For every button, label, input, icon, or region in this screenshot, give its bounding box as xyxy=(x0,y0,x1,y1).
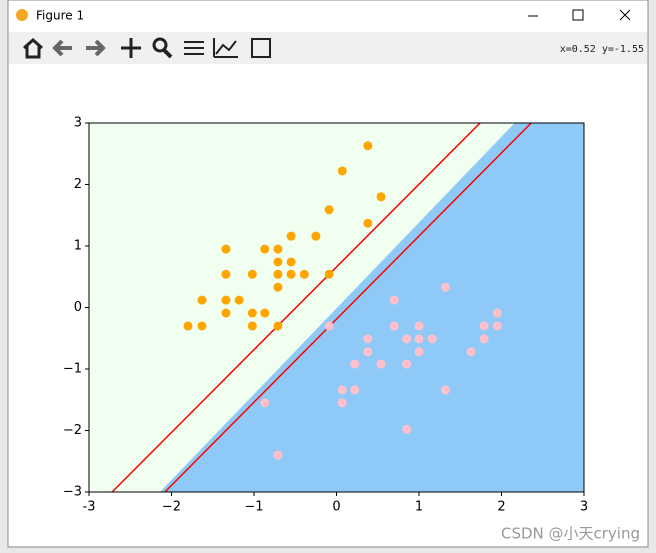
point xyxy=(466,347,476,357)
point xyxy=(337,385,347,395)
point xyxy=(273,269,283,279)
x-tick-label: −1 xyxy=(244,500,263,515)
x-tick-label: 3 xyxy=(580,500,588,515)
edit-button[interactable] xyxy=(213,38,238,58)
point xyxy=(492,308,502,318)
point xyxy=(402,424,412,434)
y-tick-label: 1 xyxy=(74,239,82,254)
zoom-button[interactable] xyxy=(152,37,168,53)
point xyxy=(247,321,257,331)
point xyxy=(440,385,450,395)
point xyxy=(427,334,437,344)
x-tick-label: -3 xyxy=(83,500,96,515)
point xyxy=(350,359,360,369)
pan-button[interactable] xyxy=(121,38,141,58)
point xyxy=(402,359,412,369)
y-tick-label: 2 xyxy=(74,177,82,192)
point xyxy=(414,334,424,344)
point xyxy=(337,398,347,408)
point xyxy=(324,269,334,279)
forward-button[interactable] xyxy=(86,39,106,57)
point xyxy=(221,269,231,279)
save-button[interactable] xyxy=(251,38,271,58)
x-tick-label: −2 xyxy=(162,500,181,515)
chart: -3 −2 −1 0 1 2 3 −3 −2 −1 0 1 2 3 xyxy=(63,116,588,515)
point xyxy=(273,321,283,331)
point xyxy=(376,192,386,202)
point xyxy=(273,244,283,254)
point xyxy=(324,321,334,331)
y-tick-label: −2 xyxy=(63,423,82,438)
point xyxy=(389,321,399,331)
point xyxy=(376,359,386,369)
x-tick-label: 2 xyxy=(497,500,505,515)
point xyxy=(350,385,360,395)
toolbar xyxy=(9,32,647,64)
point xyxy=(363,218,373,228)
maximize-button[interactable] xyxy=(572,9,584,21)
cursor-status: x=0.52 y=-1.55 xyxy=(560,44,644,55)
close-button[interactable] xyxy=(619,9,631,21)
point xyxy=(311,231,321,241)
point xyxy=(197,321,207,331)
point xyxy=(479,334,489,344)
point xyxy=(183,321,193,331)
margin-line xyxy=(111,123,481,492)
point xyxy=(273,450,283,460)
point xyxy=(363,141,373,151)
point xyxy=(221,295,231,305)
point xyxy=(440,282,450,292)
point xyxy=(260,398,270,408)
x-tick-label: 0 xyxy=(332,500,340,515)
point xyxy=(286,231,296,241)
back-button[interactable] xyxy=(52,39,72,57)
home-button[interactable] xyxy=(23,37,43,59)
point xyxy=(414,347,424,357)
margin-line xyxy=(164,123,532,492)
point xyxy=(479,321,489,331)
point xyxy=(414,321,424,331)
point xyxy=(337,166,347,176)
y-tick-label: −3 xyxy=(63,485,82,500)
point xyxy=(247,269,257,279)
point xyxy=(221,244,231,254)
app-icon xyxy=(16,9,28,21)
point xyxy=(197,295,207,305)
point xyxy=(221,308,231,318)
configure-button[interactable] xyxy=(184,41,204,55)
y-tick-label: 3 xyxy=(74,116,82,131)
point xyxy=(363,334,373,344)
y-tick-label: 0 xyxy=(74,300,82,315)
point xyxy=(234,295,244,305)
point xyxy=(273,257,283,267)
point xyxy=(492,321,502,331)
point xyxy=(286,269,296,279)
point xyxy=(260,308,270,318)
point xyxy=(299,269,309,279)
point xyxy=(273,282,283,292)
window-title: Figure 1 xyxy=(36,9,84,23)
point xyxy=(260,244,270,254)
title-bar: Figure 1 xyxy=(16,9,631,23)
x-tick-label: 1 xyxy=(415,500,423,515)
point xyxy=(324,205,334,215)
y-tick-label: −1 xyxy=(63,362,82,377)
point xyxy=(363,347,373,357)
point xyxy=(247,308,257,318)
watermark: CSDN @小天crying xyxy=(501,525,640,543)
point xyxy=(389,295,399,305)
toolbar-icons: x=0.52 y=-1.55 xyxy=(23,37,644,59)
point xyxy=(286,257,296,267)
point xyxy=(402,334,412,344)
